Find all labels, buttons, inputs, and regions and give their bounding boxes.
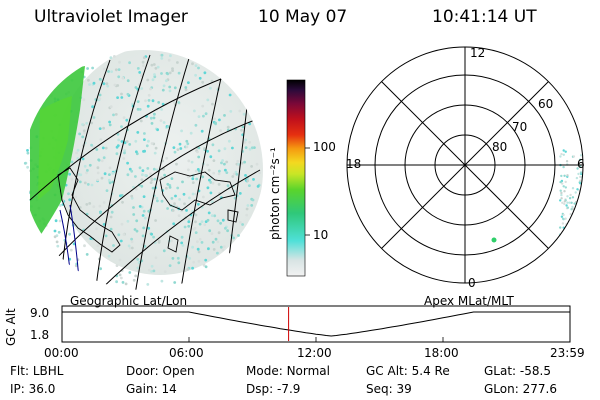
time-tick-0600: 06:00 [169,346,204,360]
status-glat: GLat: -58.5 [484,364,551,378]
status-gain: Gain: 14 [126,382,177,396]
status-mode: Mode: Normal [246,364,330,378]
status-seq: Seq: 39 [366,382,412,396]
instrument-title: Ultraviolet Imager [34,7,188,27]
time-tick-2359: 23:59 [550,346,585,360]
status-ip: IP: 36.0 [10,382,56,396]
mlt-label-0: 0 [468,276,476,290]
polar-bright-spot [491,237,497,243]
mlt-label-18: 18 [346,157,362,171]
status-dsp: Dsp: -7.9 [246,382,301,396]
lat-label-70: 70 [512,120,528,134]
apex-panel-label: Apex MLat/MLT [424,294,514,308]
time-tick-0000: 00:00 [44,346,79,360]
altitude-axis-title: GC Alt [4,308,18,346]
altitude-tick-9: 9.0 [30,306,50,320]
status-flt: Flt: LBHL [10,364,64,378]
colorbar-tick-100: 100 [313,140,336,154]
status-door: Door: Open [126,364,195,378]
mlt-label-12: 12 [470,46,486,60]
lat-label-80: 80 [492,140,508,154]
time-tick-1800: 18:00 [424,346,459,360]
altitude-tick-1_8: 1.8 [30,328,50,342]
mlt-label-6: 6 [577,157,585,171]
time-tick-1200: 12:00 [297,346,332,360]
status-glon: GLon: 277.6 [484,382,557,396]
geographic-panel-label: Geographic Lat/Lon [70,294,188,308]
colorbar-tick-10: 10 [313,228,329,242]
status-gc-alt: GC Alt: 5.4 Re [366,364,450,378]
lat-label-60: 60 [538,97,554,111]
observation-date: 10 May 07 [258,7,348,27]
observation-time: 10:41:14 UT [432,7,537,27]
